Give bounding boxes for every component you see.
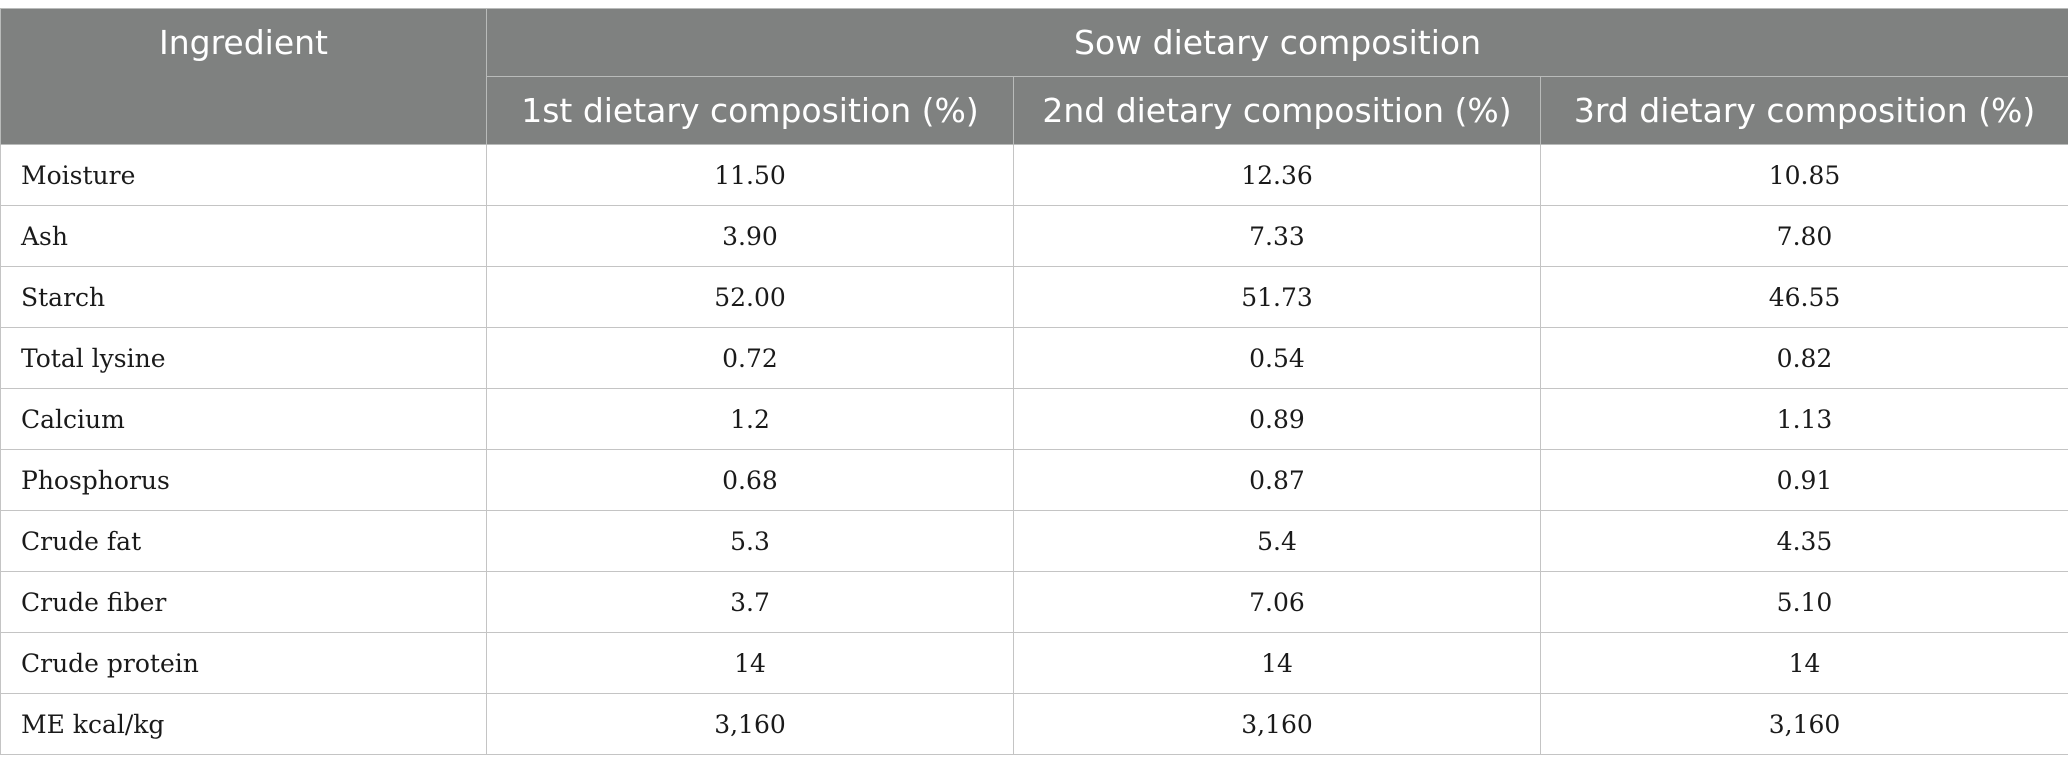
cell-value: 5.4 [1013,510,1541,572]
row-label: Crude fat [0,510,487,572]
table-row: Total lysine 0.72 0.54 0.82 [0,327,2068,389]
table-row: Calcium 1.2 0.89 1.13 [0,388,2068,450]
cell-value: 1.13 [1539,388,2068,450]
cell-value: 3,160 [486,693,1014,755]
row-label: Starch [0,266,487,328]
column-header-2nd: 2nd dietary composition (%) [1013,76,1541,145]
row-label: Crude fiber [0,571,487,633]
cell-value: 52.00 [486,266,1014,328]
row-label: ME kcal/kg [0,693,487,755]
row-label: Total lysine [0,327,487,389]
table-row: ME kcal/kg 3,160 3,160 3,160 [0,693,2068,755]
row-label: Phosphorus [0,449,487,511]
cell-value: 7.33 [1013,205,1541,267]
cell-value: 0.87 [1013,449,1541,511]
cell-value: 51.73 [1013,266,1541,328]
cell-value: 4.35 [1539,510,2068,572]
table-row: Phosphorus 0.68 0.87 0.91 [0,449,2068,511]
table-body: Moisture 11.50 12.36 10.85 Ash 3.90 7.33… [0,144,2068,755]
table-row: Ash 3.90 7.33 7.80 [0,205,2068,267]
header-row-1: Ingredient Sow dietary composition [0,8,2068,145]
cell-value: 10.85 [1539,144,2068,206]
cell-value: 3.90 [486,205,1014,267]
cell-value: 0.91 [1539,449,2068,511]
cell-value: 0.82 [1539,327,2068,389]
cell-value: 0.89 [1013,388,1541,450]
row-label: Ash [0,205,487,267]
row-label: Moisture [0,144,487,206]
cell-value: 14 [1013,632,1541,694]
column-header-3rd: 3rd dietary composition (%) [1539,76,2068,145]
composition-table: Ingredient Sow dietary composition 1st d… [0,8,2068,755]
cell-value: 1.2 [486,388,1014,450]
cell-value: 3,160 [1539,693,2068,755]
header-row-2: 1st dietary composition (%) 2nd dietary … [1,76,2068,145]
cell-value: 5.10 [1539,571,2068,633]
table-row: Crude protein 14 14 14 [0,632,2068,694]
cell-value: 14 [486,632,1014,694]
ingredient-header: Ingredient [0,8,487,145]
table-header: Ingredient Sow dietary composition 1st d… [0,8,2068,145]
row-label: Calcium [0,388,487,450]
table-row: Crude fat 5.3 5.4 4.35 [0,510,2068,572]
cell-value: 46.55 [1539,266,2068,328]
cell-value: 7.06 [1013,571,1541,633]
cell-value: 14 [1539,632,2068,694]
cell-value: 5.3 [486,510,1014,572]
row-label: Crude protein [0,632,487,694]
table-row: Moisture 11.50 12.36 10.85 [0,144,2068,206]
cell-value: 0.54 [1013,327,1541,389]
cell-value: 0.72 [486,327,1014,389]
table-row: Starch 52.00 51.73 46.55 [0,266,2068,328]
table-row: Crude fiber 3.7 7.06 5.10 [0,571,2068,633]
cell-value: 0.68 [486,449,1014,511]
cell-value: 3,160 [1013,693,1541,755]
cell-value: 7.80 [1539,205,2068,267]
cell-value: 12.36 [1013,144,1541,206]
composition-table-container: Ingredient Sow dietary composition 1st d… [0,8,2068,755]
group-header: Sow dietary composition [485,8,2068,77]
cell-value: 11.50 [486,144,1014,206]
cell-value: 3.7 [486,571,1014,633]
column-header-1st: 1st dietary composition (%) [486,76,1014,145]
